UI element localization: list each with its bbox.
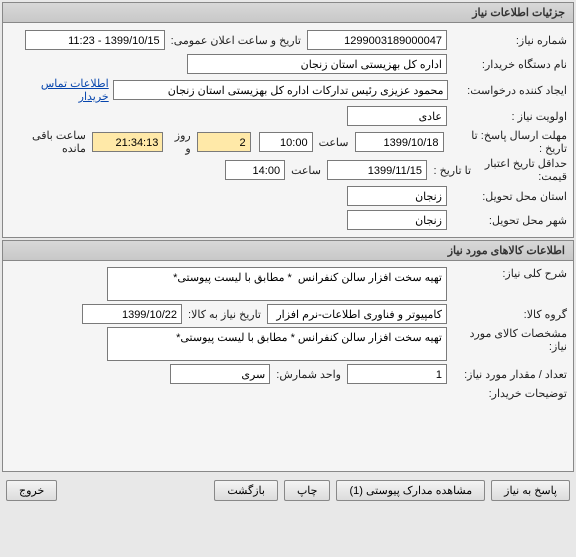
buyer-org-label: نام دستگاه خریدار:: [447, 58, 567, 71]
deadline-date-field: 1399/10/18: [355, 132, 444, 152]
goods-info-panel: اطلاعات کالاهای مورد نیاز شرح کلی نیاز: …: [2, 240, 574, 472]
spec-label: مشخصات کالای مورد نیاز:: [447, 327, 567, 353]
row-buyer-org: نام دستگاه خریدار: اداره کل بهزیستی استا…: [9, 53, 567, 75]
print-button[interactable]: چاپ: [284, 480, 331, 501]
need-number-field: 1299003189000047: [307, 30, 447, 50]
announce-label: تاریخ و ساعت اعلان عمومی:: [165, 34, 307, 47]
credit-time-label: ساعت: [285, 164, 327, 177]
unit-field: سری: [170, 364, 270, 384]
credit-date-field: 1399/11/15: [327, 160, 427, 180]
goods-info-header: اطلاعات کالاهای مورد نیاز: [3, 241, 573, 261]
back-button[interactable]: بازگشت: [214, 480, 278, 501]
priority-field: عادی: [347, 106, 447, 126]
days-label: روز و: [163, 129, 196, 155]
buyer-notes-label: توضیحات خریدار:: [447, 387, 567, 400]
priority-label: اولویت نیاز :: [447, 110, 567, 123]
contact-link[interactable]: اطلاعات تماس خریدار: [9, 77, 109, 103]
deadline-time-field: 10:00: [259, 132, 313, 152]
credit-time-field: 14:00: [225, 160, 285, 180]
credit-to-label: تا تاریخ :: [427, 164, 477, 177]
delivery-province-field: زنجان: [347, 186, 447, 206]
general-desc-field: [107, 267, 447, 301]
row-qty: تعداد / مقدار مورد نیاز: 1 واحد شمارش: س…: [9, 363, 567, 385]
group-field: کامپیوتر و فناوری اطلاعات-نرم افزار: [267, 304, 447, 324]
row-buyer-notes: توضیحات خریدار:: [9, 387, 567, 409]
empty-area: [9, 411, 567, 467]
goods-info-body: شرح کلی نیاز: گروه کالا: کامپیوتر و فناو…: [3, 261, 573, 471]
creator-label: ایجاد کننده درخواست:: [448, 84, 567, 97]
qty-field: 1: [347, 364, 447, 384]
need-date-field: 1399/10/22: [82, 304, 182, 324]
deadline-time-label: ساعت: [313, 136, 355, 149]
row-general-desc: شرح کلی نیاز:: [9, 267, 567, 301]
days-remain-field: 2: [197, 132, 251, 152]
group-label: گروه کالا:: [447, 308, 567, 321]
spec-field: [107, 327, 447, 361]
time-remain-field: 21:34:13: [92, 132, 163, 152]
row-credit: حداقل تاریخ اعتبار قیمت: تا تاریخ : 1399…: [9, 157, 567, 183]
delivery-province-label: استان محل تحویل:: [447, 190, 567, 203]
row-creator: ایجاد کننده درخواست: محمود عزیزی رئیس تد…: [9, 77, 567, 103]
row-priority: اولویت نیاز : عادی: [9, 105, 567, 127]
respond-button[interactable]: پاسخ به نیاز: [491, 480, 570, 501]
need-date-label: تاریخ نیاز به کالا:: [182, 308, 267, 321]
buyer-org-field: اداره کل بهزیستی استان زنجان: [187, 54, 447, 74]
spacer: [63, 480, 208, 501]
need-number-label: شماره نیاز:: [447, 34, 567, 47]
need-info-header: جزئیات اطلاعات نیاز: [3, 3, 573, 23]
row-spec: مشخصات کالای مورد نیاز:: [9, 327, 567, 361]
announce-field: 1399/10/15 - 11:23: [25, 30, 165, 50]
credit-label: حداقل تاریخ اعتبار قیمت:: [477, 157, 567, 183]
button-bar: پاسخ به نیاز مشاهده مدارک پیوستی (1) چاپ…: [0, 474, 576, 507]
row-deadline: مهلت ارسال پاسخ: تا تاریخ : 1399/10/18 س…: [9, 129, 567, 155]
row-delivery-province: استان محل تحویل: زنجان: [9, 185, 567, 207]
unit-label: واحد شمارش:: [270, 368, 347, 381]
qty-label: تعداد / مقدار مورد نیاز:: [447, 368, 567, 381]
creator-field: محمود عزیزی رئیس تدارکات اداره کل بهزیست…: [113, 80, 449, 100]
delivery-city-field: زنجان: [347, 210, 447, 230]
row-delivery-city: شهر محل تحویل: زنجان: [9, 209, 567, 231]
need-info-panel: جزئیات اطلاعات نیاز شماره نیاز: 12990031…: [2, 2, 574, 238]
remain-label: ساعت باقی مانده: [9, 129, 92, 155]
general-desc-label: شرح کلی نیاز:: [447, 267, 567, 280]
exit-button[interactable]: خروج: [6, 480, 57, 501]
row-group: گروه کالا: کامپیوتر و فناوری اطلاعات-نرم…: [9, 303, 567, 325]
need-info-body: شماره نیاز: 1299003189000047 تاریخ و ساع…: [3, 23, 573, 237]
delivery-city-label: شهر محل تحویل:: [447, 214, 567, 227]
row-need-number: شماره نیاز: 1299003189000047 تاریخ و ساع…: [9, 29, 567, 51]
attachments-button[interactable]: مشاهده مدارک پیوستی (1): [336, 480, 485, 501]
deadline-label: مهلت ارسال پاسخ: تا تاریخ :: [444, 129, 567, 155]
